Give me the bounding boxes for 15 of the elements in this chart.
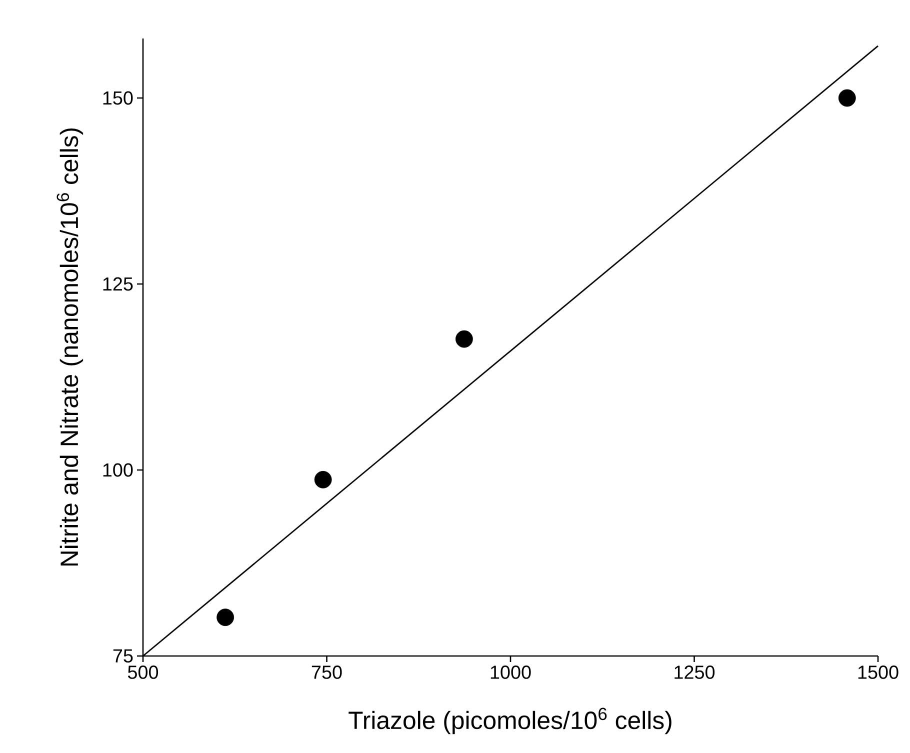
- point: [216, 608, 234, 626]
- x-tick-label: 1250: [674, 666, 715, 679]
- x-tick-label: 1500: [858, 666, 898, 679]
- x-tick-label: 500: [128, 666, 158, 679]
- x-axis-title: Triazole (picomoles/10$^{6}$ cells): [348, 708, 672, 734]
- point: [314, 470, 332, 488]
- y-tick-label: 125: [103, 277, 133, 291]
- x-tick-label: 1000: [490, 666, 531, 679]
- y-axis-title: Nitrite and Nitrate (nanomoles/10$^{6}$ cells): [56, 128, 84, 566]
- point: [838, 89, 856, 107]
- y-tick-label: 150: [103, 91, 133, 105]
- point: [456, 330, 473, 348]
- x-tick-label: 750: [312, 666, 342, 679]
- y-tick-label: 75: [113, 649, 133, 663]
- y-tick-label: 100: [103, 463, 133, 477]
